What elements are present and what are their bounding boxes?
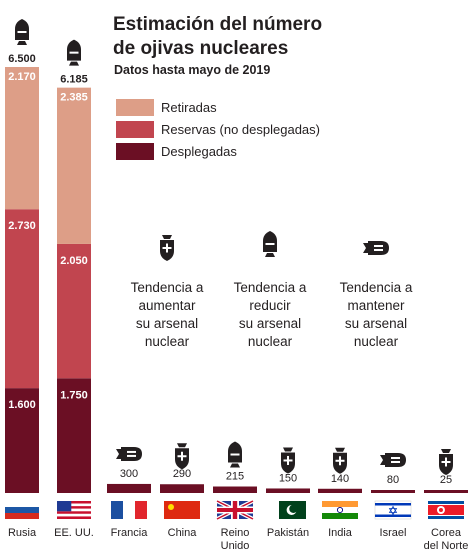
country-name-usa: EE. UU. [54,527,94,539]
trend-maintain-line-1: Tendencia a [340,280,413,295]
total-pakistan: 150 [279,472,297,484]
trend-decrease-line-2: reducir [249,298,291,313]
trend-maintain-line-2: mantener [347,298,405,313]
trend-north-korea-bomb-plus-icon [439,449,453,475]
flag-france-icon [111,501,147,519]
country-name-china: China [168,527,198,539]
legend: Retiradas Reservas (no desplegadas) Desp… [116,99,320,160]
trend-russia-bomb-minus-icon [15,19,29,45]
country-name-north-korea-line-2: del Norte [424,540,469,552]
total-israel: 80 [387,474,399,486]
bar-russia-reserve [5,209,39,389]
bomb-equal-icon [363,241,389,255]
trend-usa-bomb-minus-icon [67,39,81,66]
flag-usa-icon [57,501,91,519]
total-india: 140 [331,473,349,485]
chart-title-line-2: de ojivas nucleares [113,38,288,59]
label-russia-retired: 2.170 [8,71,36,83]
label-usa-deployed: 1.750 [60,389,88,401]
trend-india-bomb-plus-icon [333,447,347,474]
trend-pakistan-bomb-plus-icon [281,447,295,474]
trend-china-bomb-plus-icon [175,443,189,470]
trend-israel-bomb-equal-icon [380,453,406,467]
trend-france-bomb-equal-icon [116,446,142,461]
legend-swatch-retired [116,99,154,116]
trend-increase-line-1: Tendencia a [131,280,204,295]
label-russia-deployed: 1.600 [8,399,36,411]
bar-france [107,483,151,493]
label-usa-retired: 2.385 [60,92,88,104]
total-usa: 6.185 [60,74,88,86]
bar-russia-retired [5,67,39,210]
chart-title-line-1: Estimación del número [113,14,322,35]
flag-russia-icon [5,501,39,519]
total-north-korea: 25 [440,474,452,486]
trend-decrease-line-3: su arsenal [239,316,301,331]
trend-maintain-line-3: su arsenal [345,316,407,331]
total-uk: 215 [226,471,244,483]
label-usa-reserve: 2.050 [60,255,88,267]
flag-pakistan-icon [270,501,306,519]
bar-india [318,488,362,493]
label-russia-reserve: 2.730 [8,220,36,232]
bar-usa-reserve [57,243,91,379]
bars: 1.600 2.730 2.170 6.500 Rusia 1.750 2.050 2.385… [5,19,468,552]
trend-increase-line-2: aumentar [138,298,196,313]
chart-subtitle: Datos hasta mayo de 2019 [114,63,270,77]
bomb-minus-icon [263,231,277,257]
bar-pakistan [266,488,310,493]
bar-north-korea [424,490,468,493]
trend-increase-line-4: nuclear [145,334,190,349]
bar-china [160,484,204,493]
trend-decrease-line-1: Tendencia a [234,280,307,295]
total-france: 300 [120,468,138,480]
trend-key: Tendencia a aumentar su arsenal nuclear … [131,231,413,349]
country-name-france: Francia [111,527,149,539]
country-name-russia: Rusia [8,527,37,539]
legend-label-reserve: Reservas (no desplegadas) [161,122,320,137]
bar-uk [213,486,257,493]
flag-israel-icon [374,500,412,520]
flag-north-korea-icon [428,501,464,519]
country-name-india: India [328,527,353,539]
bomb-plus-icon [160,235,174,261]
legend-swatch-reserve [116,121,154,138]
flag-uk-icon [216,499,254,521]
flag-china-icon [164,501,200,519]
bar-israel [371,490,415,493]
trend-increase-line-3: su arsenal [136,316,198,331]
bar-usa-retired [57,87,91,244]
flag-india-icon [322,501,358,519]
total-russia: 6.500 [8,53,36,65]
legend-label-deployed: Desplegadas [161,144,237,159]
trend-decrease-line-4: nuclear [248,334,293,349]
bar-usa-deployed [57,378,91,493]
country-name-uk-line-1: Reino [221,527,250,539]
total-china: 290 [173,468,191,480]
bar-russia-deployed [5,388,39,493]
country-name-pakistan: Pakistán [267,527,309,539]
trend-uk-bomb-minus-icon [228,441,242,468]
legend-label-retired: Retiradas [161,100,217,115]
country-name-israel: Israel [380,527,407,539]
country-name-uk-line-2: Unido [221,540,250,552]
trend-maintain-line-4: nuclear [354,334,399,349]
legend-swatch-deployed [116,143,154,160]
country-name-north-korea-line-1: Corea [431,527,462,539]
